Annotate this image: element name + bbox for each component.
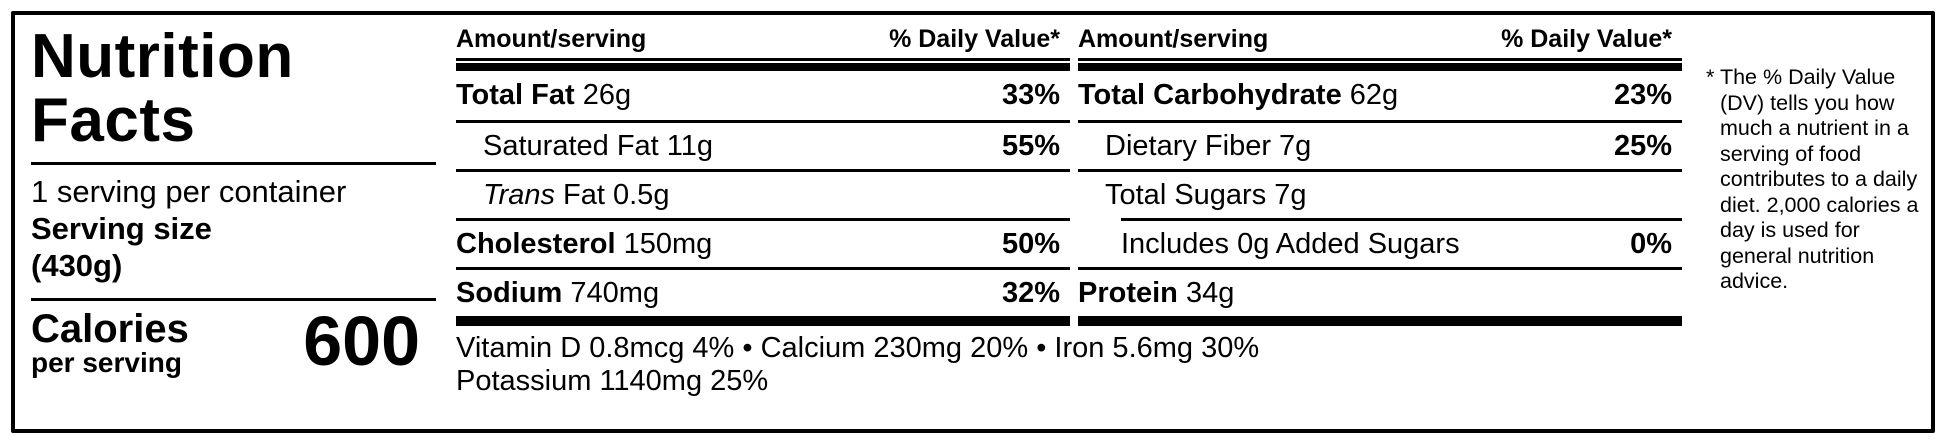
column-header: Amount/serving % Daily Value* xyxy=(1078,21,1682,61)
dv-total-fat: 33% xyxy=(1001,79,1060,111)
dv-cholesterol: 50% xyxy=(1001,227,1060,260)
dv-total-carbohydrate: 23% xyxy=(1613,79,1672,111)
servings-per-container: 1 serving per container xyxy=(31,174,347,209)
header-amount: Amount/serving xyxy=(456,25,647,53)
micronutrients-line-1: Vitamin D 0.8mcg 4% • Calcium 230mg 20% … xyxy=(456,332,1260,364)
divider xyxy=(31,298,436,301)
row-saturated-fat: Saturated Fat 11g 55% xyxy=(456,120,1070,169)
title-line-1: Nutrition xyxy=(31,22,294,91)
row-added-sugars: Includes 0g Added Sugars 0% xyxy=(1078,218,1682,267)
title-line-2: Facts xyxy=(31,86,196,155)
row-cholesterol: Cholesterol 150mg 50% xyxy=(456,218,1070,267)
nutrient-columns: Amount/serving % Daily Value* Total Fat … xyxy=(456,21,1682,326)
calories-labels: Calories per serving xyxy=(31,309,189,377)
divider-thick xyxy=(456,316,1070,326)
dv-dietary-fiber: 25% xyxy=(1613,129,1672,162)
calories-label: Calories xyxy=(31,307,189,351)
nutrient-column-right: Amount/serving % Daily Value* Total Carb… xyxy=(1078,21,1682,326)
serving-size-label: Serving size xyxy=(31,211,212,246)
row-total-carbohydrate: Total Carbohydrate 62g 23% xyxy=(1078,71,1682,120)
divider-thick xyxy=(456,63,1070,71)
calories-sublabel: per serving xyxy=(31,347,182,378)
page-title: Nutrition Facts xyxy=(31,25,436,153)
nutrition-facts-label: Nutrition Facts 1 serving per container … xyxy=(11,11,1935,433)
dv-saturated-fat: 55% xyxy=(1001,129,1060,162)
row-sodium: Sodium 740mg 32% xyxy=(456,267,1070,316)
column-header: Amount/serving % Daily Value* xyxy=(456,21,1070,61)
calories-value: 600 xyxy=(303,302,420,380)
header-daily-value: % Daily Value* xyxy=(889,25,1060,53)
dv-sodium: 32% xyxy=(1001,276,1060,309)
header-amount: Amount/serving xyxy=(1078,25,1269,53)
calories-row: Calories per serving 600 xyxy=(31,302,436,380)
header-daily-value: % Daily Value* xyxy=(1501,25,1672,53)
row-protein: Protein 34g xyxy=(1078,267,1682,316)
row-total-sugars: Total Sugars 7g xyxy=(1078,169,1682,218)
divider xyxy=(31,162,436,165)
micronutrients-line-2: Potassium 1140mg 25% xyxy=(456,365,769,397)
micronutrients: Vitamin D 0.8mcg 4% • Calcium 230mg 20% … xyxy=(456,332,1682,398)
divider-thick xyxy=(1078,316,1682,326)
serving-size-value: (430g) xyxy=(31,248,123,283)
nutrient-column-left: Amount/serving % Daily Value* Total Fat … xyxy=(456,21,1070,326)
divider-thick xyxy=(1078,63,1682,71)
row-total-fat: Total Fat 26g 33% xyxy=(456,71,1070,120)
footnote-text: * The % Daily Value (DV) tells you how m… xyxy=(1706,65,1919,293)
row-trans-fat: Trans Fat 0.5g xyxy=(456,169,1070,218)
daily-value-footnote: * The % Daily Value (DV) tells you how m… xyxy=(1682,15,1931,429)
nutrient-tables: Amount/serving % Daily Value* Total Fat … xyxy=(456,15,1682,429)
dv-added-sugars: 0% xyxy=(1630,227,1672,260)
row-dietary-fiber: Dietary Fiber 7g 25% xyxy=(1078,120,1682,169)
label-summary-panel: Nutrition Facts 1 serving per container … xyxy=(15,15,456,429)
